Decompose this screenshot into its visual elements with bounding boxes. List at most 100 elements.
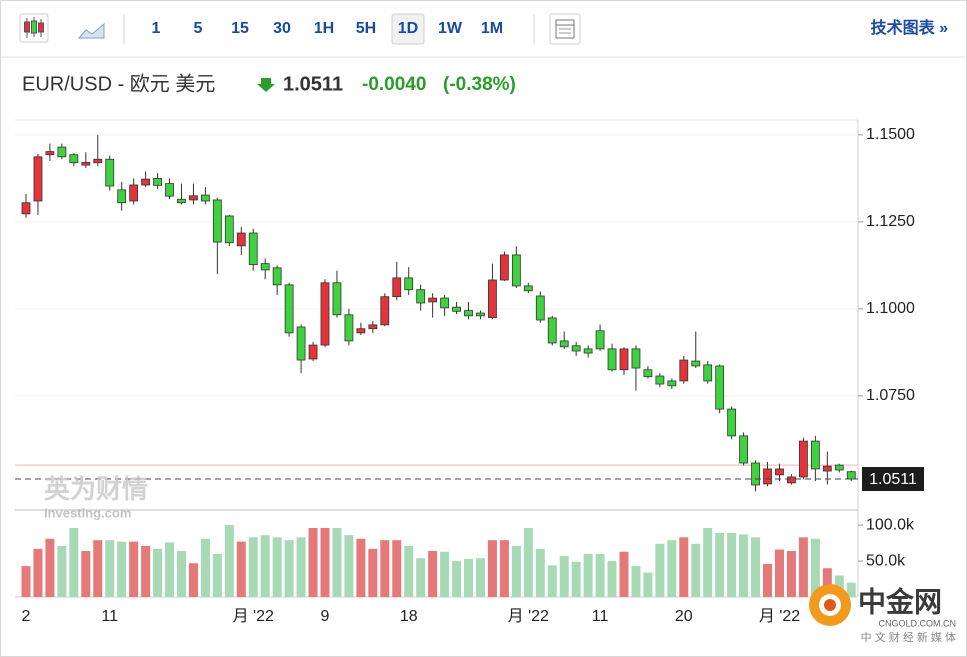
volume-bar <box>308 527 318 597</box>
interval-button[interactable]: 5H <box>356 20 376 37</box>
volume-bar <box>667 540 677 597</box>
candle-body <box>535 295 545 321</box>
interval-button[interactable]: 1 <box>152 20 161 37</box>
candle-body <box>667 380 677 387</box>
x-tick-label: 2 <box>22 608 31 625</box>
volume-bar <box>248 537 258 597</box>
price: 1.0511 <box>283 73 343 95</box>
volume-bar <box>176 550 186 597</box>
candle-body <box>45 151 55 156</box>
interval-button[interactable]: 1H <box>314 20 334 37</box>
candle-body <box>380 296 390 326</box>
x-tick-label: 18 <box>400 608 418 625</box>
candle-body <box>631 348 641 369</box>
candle-body <box>141 178 151 186</box>
change-pct: (-0.38%) <box>443 74 516 95</box>
volume-bar <box>224 525 234 597</box>
volume-bar <box>679 537 689 597</box>
candle-body <box>260 263 270 271</box>
candle-body <box>284 284 294 334</box>
candle-body <box>547 317 557 344</box>
volume-bar <box>703 527 713 597</box>
symbol: EUR/USD - 欧元 美元 <box>22 72 215 95</box>
candle-body <box>332 282 342 316</box>
volume-bar <box>715 533 725 597</box>
volume-bar <box>69 527 79 597</box>
candle-body <box>499 254 509 281</box>
candle-body <box>165 183 174 197</box>
volume-bar <box>332 527 342 597</box>
x-tick-label: 9 <box>321 608 330 625</box>
volume-bar <box>751 537 761 597</box>
candle-body <box>212 199 222 243</box>
candle-body <box>559 340 569 348</box>
x-tick-label: 11 <box>592 608 609 625</box>
candle-body <box>763 468 772 485</box>
candle-body <box>703 364 713 382</box>
volume-bar <box>774 549 784 597</box>
candle-body <box>751 462 760 486</box>
candle-body <box>583 348 593 354</box>
candle-body <box>655 375 665 385</box>
volume-bar <box>487 540 497 597</box>
volume-tick-label: 50.0k <box>866 552 906 569</box>
candle-body <box>595 330 605 350</box>
x-tick-label: 月 '22 <box>233 608 274 625</box>
volume-bar <box>535 548 545 597</box>
candle-body <box>129 184 139 202</box>
candle-body <box>392 277 402 298</box>
candle-body <box>476 312 485 317</box>
candle-body <box>368 324 378 330</box>
volume-bar <box>368 548 378 597</box>
layout-icon[interactable] <box>549 13 581 45</box>
candle-body <box>571 345 581 352</box>
volume-bar <box>655 543 665 597</box>
change: -0.0040 <box>362 74 426 95</box>
candle-body <box>619 348 629 371</box>
volume-bar <box>188 563 198 597</box>
candle-body <box>308 344 318 360</box>
x-tick-label: 月 '22 <box>508 608 549 625</box>
volume-bar <box>153 548 163 597</box>
volume-bar <box>392 540 402 597</box>
logo <box>809 584 851 626</box>
candle-body <box>272 267 282 286</box>
volume-bar <box>212 553 222 597</box>
volume-bar <box>511 545 521 597</box>
technical-link[interactable]: 技术图表 » <box>871 18 948 37</box>
volume-bar <box>786 550 796 597</box>
volume-bar <box>475 558 485 597</box>
last-price-label: 1.0511 <box>869 471 917 488</box>
candle-body <box>57 146 67 158</box>
candle-body <box>440 297 450 309</box>
volume-bar <box>236 541 246 597</box>
x-tick-label: 11 <box>101 608 118 625</box>
candle-body <box>189 195 198 201</box>
interval-button[interactable]: 1M <box>481 20 503 37</box>
candle-body <box>105 158 115 187</box>
y-tick-label: 1.0750 <box>866 387 915 404</box>
candle-body <box>775 468 784 476</box>
candle-body <box>715 365 725 410</box>
candle-body <box>846 471 856 480</box>
candle-body <box>691 360 701 367</box>
volume-bar <box>428 550 438 597</box>
volume-bar <box>739 534 749 597</box>
candle-body <box>117 189 127 204</box>
interval-button[interactable]: 1W <box>438 20 463 37</box>
candle-body <box>21 202 31 215</box>
area-icon[interactable] <box>77 22 105 39</box>
interval-button[interactable]: 15 <box>231 20 249 37</box>
interval-button[interactable]: 1D <box>398 20 418 37</box>
volume-bar <box>117 541 127 597</box>
volume-bar <box>763 563 773 597</box>
candle-body <box>356 328 366 334</box>
x-tick-label: 月 '22 <box>759 608 800 625</box>
candle-icon[interactable] <box>19 13 49 43</box>
volume-bar <box>523 527 533 597</box>
interval-button[interactable]: 30 <box>273 20 291 37</box>
interval-button[interactable]: 5 <box>194 20 203 37</box>
volume-bar <box>21 566 31 597</box>
down-arrow <box>257 78 275 92</box>
